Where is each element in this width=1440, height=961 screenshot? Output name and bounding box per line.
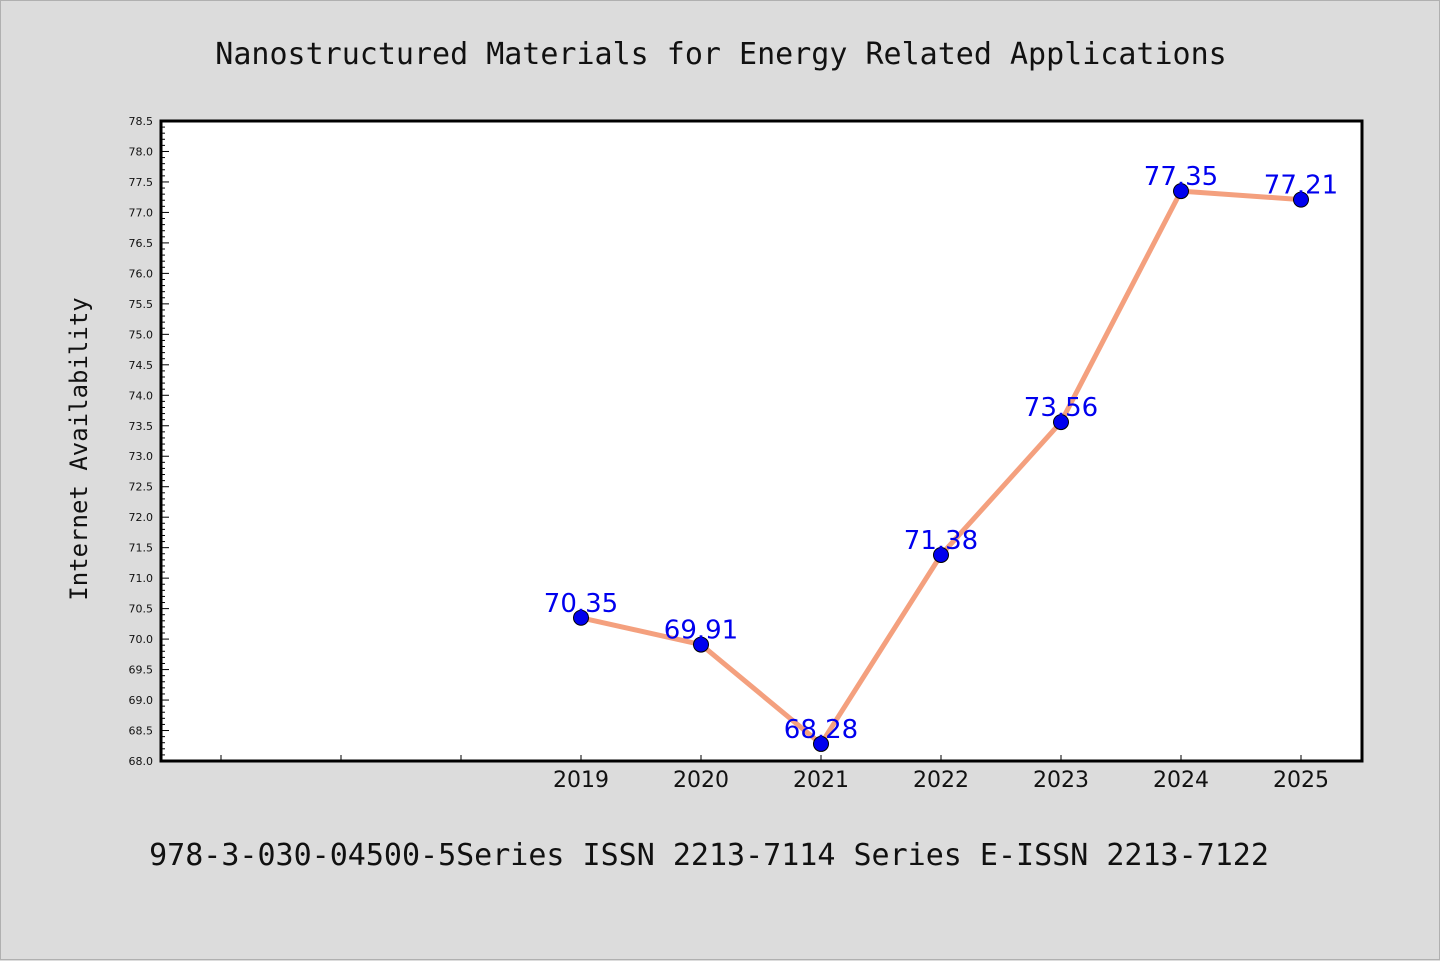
chart-title: Nanostructured Materials for Energy Rela… <box>215 37 1226 72</box>
y-tick-label: 73.5 <box>129 420 154 433</box>
y-tick-label: 70.0 <box>129 633 154 646</box>
y-tick-label: 69.0 <box>129 694 154 707</box>
y-tick-label: 77.0 <box>129 206 154 219</box>
y-tick-label: 72.0 <box>129 511 154 524</box>
y-tick-label: 74.0 <box>129 389 154 402</box>
x-tick-label: 2025 <box>1273 768 1329 793</box>
x-tick-label: 2021 <box>793 768 849 793</box>
x-tick-label: 2019 <box>553 768 609 793</box>
y-axis-label: Internet Availability <box>65 297 93 600</box>
data-label: 70.35 <box>544 589 618 619</box>
y-tick-label: 68.5 <box>129 725 154 738</box>
y-tick-label: 71.5 <box>129 542 154 555</box>
data-point <box>693 636 709 653</box>
y-tick-label: 78.5 <box>129 115 154 128</box>
data-point <box>1053 414 1069 431</box>
y-tick-label: 77.5 <box>129 176 154 189</box>
y-tick-label: 69.5 <box>129 664 154 677</box>
y-tick-label: 68.0 <box>129 755 154 768</box>
x-tick-label: 2023 <box>1033 768 1089 793</box>
data-point <box>1293 191 1309 208</box>
x-tick-label: 2024 <box>1153 768 1209 793</box>
data-point <box>573 609 589 626</box>
data-label: 73.56 <box>1024 393 1098 423</box>
y-tick-label: 71.0 <box>129 572 154 585</box>
y-tick-label: 73.0 <box>129 450 154 463</box>
data-label: 77.21 <box>1264 171 1338 201</box>
x-axis: 2019 2020 2021 2022 2023 2024 2025 <box>220 755 1329 793</box>
data-label: 77.35 <box>1144 162 1218 192</box>
data-label: 69.91 <box>664 616 738 646</box>
data-point <box>933 546 949 563</box>
data-point <box>813 735 829 752</box>
y-tick-label: 75.0 <box>129 328 154 341</box>
data-point <box>1173 183 1189 200</box>
plot-area <box>159 119 1364 763</box>
y-tick-label: 70.5 <box>129 603 154 616</box>
y-tick-label: 76.0 <box>129 267 154 280</box>
y-tick-label: 76.5 <box>129 237 154 250</box>
y-tick-label: 72.5 <box>129 481 154 494</box>
y-axis: 68.0 68.5 69.0 69.5 70.0 70.5 71.0 71.5 72.0 72.5… <box>129 115 169 768</box>
y-tick-label: 74.5 <box>129 359 154 372</box>
footer-isbn-text: 978-3-030-04500-5Series ISSN 2213-7114 S… <box>149 838 1269 873</box>
y-tick-label: 78.0 <box>129 145 154 158</box>
data-label: 71.38 <box>904 526 978 556</box>
x-tick-label: 2022 <box>913 768 969 793</box>
y-tick-label: 75.5 <box>129 298 154 311</box>
x-tick-label: 2020 <box>673 768 729 793</box>
data-label: 68.28 <box>784 715 858 745</box>
series-layer: 70.35 69.91 68.28 71.38 73.56 77.35 77.21 <box>544 162 1338 752</box>
